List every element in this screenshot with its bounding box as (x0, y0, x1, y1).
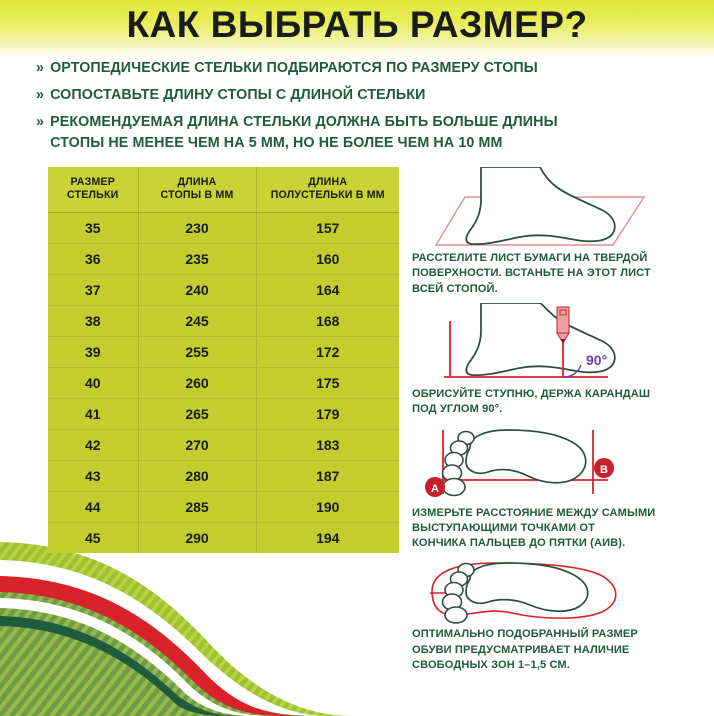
table-row: 36 235 160 (48, 243, 399, 275)
cell-size: 35 (48, 212, 139, 244)
cell-foot: 255 (138, 336, 257, 368)
cell-insole: 157 (256, 212, 399, 244)
table-body: 35 230 157 36 235 160 37 240 164 38 245 168 39 25… (48, 212, 399, 553)
step-2: 90° ОБРИСУЙТЕ СТУПНЮ, ДЕРЖА КАРАНДАШ ПОД… (408, 302, 714, 418)
step-1-caption: РАССТЕЛИТЕ ЛИСТ БУМАГИ НА ТВЕРДОЙ ПОВЕРХ… (408, 251, 714, 297)
cell-foot: 290 (138, 522, 257, 553)
chevron-bullet-icon: » (36, 87, 45, 104)
table-header-foot-length: ДЛИНА СТОПЫ В ММ (138, 167, 257, 213)
size-table: РАЗМЕР СТЕЛЬКИ ДЛИНА СТОПЫ В ММ ДЛИНА ПО… (48, 167, 399, 553)
table-row: 41 265 179 (48, 398, 399, 430)
marker-b-circle (594, 457, 614, 478)
caption-line: ОПТИМАЛЬНО ПОДОБРАННЫЙ РАЗМЕР (412, 628, 638, 641)
table-row: 37 240 164 (48, 274, 399, 306)
cell-size: 41 (48, 398, 139, 430)
cell-size: 36 (48, 243, 139, 275)
step-4: ОПТИМАЛЬНО ПОДОБРАННЫЙ РАЗМЕР ОБУВИ ПРЕД… (408, 557, 714, 673)
header-line: СТЕЛЬКИ (67, 189, 119, 202)
cell-size: 42 (48, 429, 139, 461)
cell-insole: 164 (256, 274, 399, 306)
table-row: 35 230 157 (48, 212, 399, 244)
caption-line: КОНЧИКА ПАЛЬЦЕВ ДО ПЯТКИ (АИВ). (412, 537, 626, 550)
table-header-insole-size: РАЗМЕР СТЕЛЬКИ (48, 167, 139, 213)
table-header-row: РАЗМЕР СТЕЛЬКИ ДЛИНА СТОПЫ В ММ ДЛИНА ПО… (48, 167, 399, 213)
bullet-item: » СОПОСТАВЬТЕ ДЛИНУ СТОПЫ С ДЛИНОЙ СТЕЛЬ… (36, 85, 714, 105)
cell-foot: 230 (138, 212, 257, 244)
header-line: ПОЛУСТЕЛЬКИ В ММ (270, 189, 385, 202)
caption-line: ОБРИСУЙТЕ СТУПНЮ, ДЕРЖА КАРАНДАШ (412, 387, 651, 400)
cell-size: 45 (48, 522, 139, 553)
cell-foot: 235 (138, 243, 257, 275)
caption-line: СВОБОДНЫХ ЗОН 1–1,5 СМ. (412, 659, 570, 671)
cell-foot: 270 (138, 429, 257, 461)
cell-size: 37 (48, 274, 139, 306)
footprint-measure-icon: A B (425, 428, 614, 497)
cell-foot: 285 (138, 491, 257, 523)
foot-on-paper-icon (434, 167, 646, 246)
caption-line: ПОД УГЛОМ 90°. (412, 403, 503, 416)
step-4-caption: ОПТИМАЛЬНО ПОДОБРАННЫЙ РАЗМЕР ОБУВИ ПРЕД… (408, 627, 714, 673)
step-3-caption: ИЗМЕРЬТЕ РАССТОЯНИЕ МЕЖДУ САМЫМИ ВЫСТУПА… (408, 506, 714, 552)
header-line: РАЗМЕР (70, 176, 116, 189)
marker-a-label: A (431, 483, 439, 495)
top-gradient-band (0, 0, 714, 58)
caption-line: ВЫСТУПАЮЩИМИ ТОЧКАМИ ОТ (412, 521, 595, 534)
cell-size: 44 (48, 491, 139, 523)
bullet-item: » РЕКОМЕНДУЕМАЯ ДЛИНА СТЕЛЬКИ ДОЛЖНА БЫТ… (36, 112, 714, 153)
caption-line: ИЗМЕРЬТЕ РАССТОЯНИЕ МЕЖДУ САМЫМИ (412, 506, 656, 519)
bullet-line-continued: СТОПЫ НЕ МЕНЕЕ ЧЕМ НА 5 ММ, НО НЕ БОЛЕЕ … (50, 134, 503, 151)
page-title: КАК ВЫБРАТЬ РАЗМЕР? (126, 4, 588, 45)
table-row: 43 280 187 (48, 460, 399, 492)
cell-insole: 190 (256, 491, 399, 523)
marker-b-label: B (600, 464, 608, 476)
header-line: СТОПЫ В ММ (160, 189, 234, 202)
caption-line: ПОВЕРХНОСТИ. ВСТАНЬТЕ НА ЭТОТ ЛИСТ (412, 267, 651, 280)
table-row: 45 290 194 (48, 522, 399, 553)
table-header-half-insole-length: ДЛИНА ПОЛУСТЕЛЬКИ В ММ (256, 167, 399, 213)
step-2-caption: ОБРИСУЙТЕ СТУПНЮ, ДЕРЖА КАРАНДАШ ПОД УГЛ… (408, 387, 714, 418)
footprint-in-insole-icon (430, 562, 617, 625)
cell-foot: 265 (138, 398, 257, 430)
cell-insole: 175 (256, 367, 399, 399)
cell-insole: 168 (256, 305, 399, 337)
table-row: 40 260 175 (48, 367, 399, 399)
cell-foot: 245 (138, 305, 257, 337)
cell-size: 38 (48, 305, 139, 337)
table-row: 38 245 168 (48, 305, 399, 337)
header-line: ДЛИНА (308, 176, 348, 189)
bullet-line: РЕКОМЕНДУЕМАЯ ДЛИНА СТЕЛЬКИ ДОЛЖНА БЫТЬ … (50, 114, 558, 131)
table-row: 42 270 183 (48, 429, 399, 461)
caption-line: ВСЕЙ СТОПОЙ. (412, 282, 498, 295)
bullet-line: СОПОСТАВЬТЕ ДЛИНУ СТОПЫ С ДЛИНОЙ СТЕЛЬКИ (50, 87, 426, 104)
cell-foot: 260 (138, 367, 257, 399)
step-3: A B ИЗМЕРЬТЕ РАССТОЯНИЕ МЕЖДУ САМЫМИ ВЫС… (408, 424, 714, 552)
chevron-bullet-icon: » (36, 59, 45, 76)
step-1: РАССТЕЛИТЕ ЛИСТ БУМАГИ НА ТВЕРДОЙ ПОВЕРХ… (408, 167, 714, 297)
angle-label: 90° (586, 352, 607, 368)
cell-insole: 187 (256, 460, 399, 492)
cell-insole: 179 (256, 398, 399, 430)
decorative-swoosh (0, 542, 352, 716)
cell-insole: 183 (256, 429, 399, 461)
cell-insole: 172 (256, 336, 399, 368)
cell-size: 40 (48, 367, 139, 399)
bullet-item: » ОРТОПЕДИЧЕСКИЕ СТЕЛЬКИ ПОДБИРАЮТСЯ ПО … (36, 58, 714, 78)
cell-size: 39 (48, 336, 139, 368)
cell-foot: 240 (138, 274, 257, 306)
marker-a-circle (425, 476, 445, 497)
caption-line: РАССТЕЛИТЕ ЛИСТ БУМАГИ НА ТВЕРДОЙ (412, 252, 648, 265)
cell-insole: 160 (256, 243, 399, 275)
cell-insole: 194 (316, 529, 340, 546)
header-line: ДЛИНА (177, 176, 217, 189)
table-row: 39 255 172 (48, 336, 399, 368)
cell-size: 43 (48, 460, 139, 492)
caption-line: ОБУВИ ПРЕДУСМАТРИВАЕТ НАЛИЧИЕ (412, 643, 630, 656)
cell-foot: 280 (138, 460, 257, 492)
chevron-bullet-icon: » (36, 114, 45, 131)
bullet-line: ОРТОПЕДИЧЕСКИЕ СТЕЛЬКИ ПОДБИРАЮТСЯ ПО РА… (50, 59, 538, 76)
foot-with-pencil-icon: 90° (444, 302, 616, 378)
table-row: 44 285 190 (48, 491, 399, 523)
bullet-list: » ОРТОПЕДИЧЕСКИЕ СТЕЛЬКИ ПОДБИРАЮТСЯ ПО … (36, 58, 714, 153)
